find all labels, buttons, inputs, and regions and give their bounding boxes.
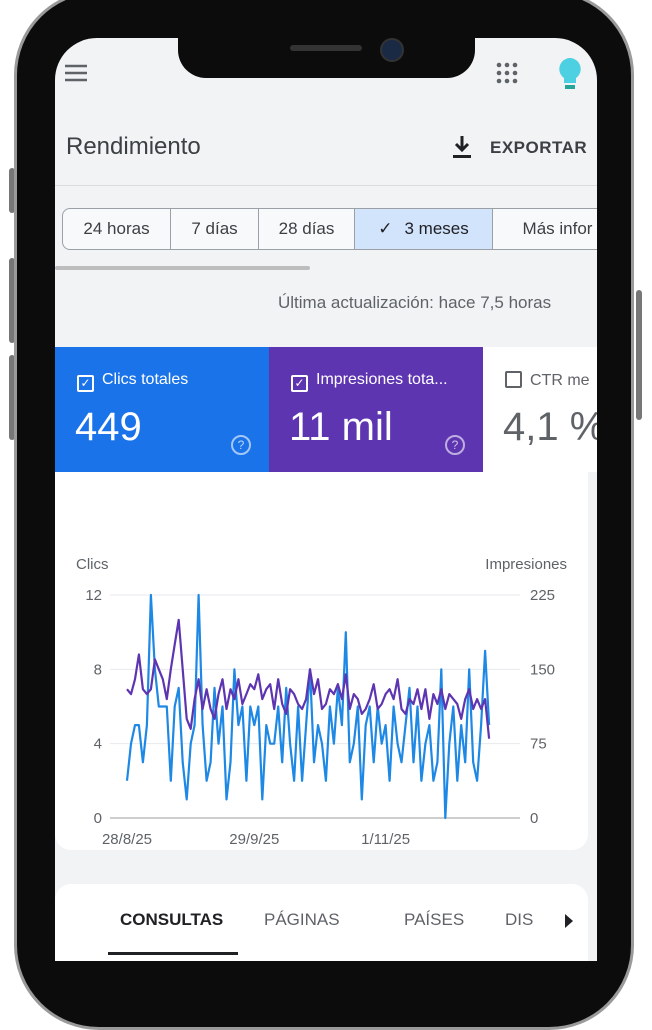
card-label: CTR me [505, 371, 590, 390]
y2-tick-label: 75 [530, 736, 547, 753]
bulb-icon[interactable] [555, 56, 585, 92]
y2-tick-label: 225 [530, 587, 555, 604]
x-tick-label: 1/11/25 [361, 831, 410, 848]
chart: Clics Impresiones 0 4 8 12 0 75 150 225 28/8/25 2… [55, 472, 588, 850]
side-button [636, 290, 642, 420]
checkbox: ✓ [77, 375, 94, 392]
page: Rendimiento EXPORTAR 24 horas 7 días 28 dí… [9, 0, 642, 1030]
side-button [9, 168, 15, 213]
scrollbar [55, 266, 310, 270]
checkbox: ✓ [291, 375, 308, 392]
y-tick-label: 4 [94, 736, 102, 753]
card-value: 449 [75, 405, 142, 449]
checkbox [505, 371, 522, 388]
y-tick-label: 0 [94, 810, 102, 827]
range-label: 28 días [278, 219, 335, 238]
notch [178, 28, 475, 78]
y2-tick-label: 150 [530, 661, 555, 678]
range-selector: 24 horas 7 días 28 días ✓ 3 meses Más infor [62, 208, 597, 250]
speaker [290, 45, 362, 51]
range-tab[interactable]: 28 días [259, 209, 355, 249]
metric-card[interactable]: ✓ Clics totales 449? [55, 347, 269, 472]
help-icon[interactable]: ? [445, 435, 465, 455]
page-title: Rendimiento [66, 133, 201, 160]
camera [380, 38, 404, 62]
y-tick-label: 12 [85, 587, 102, 604]
active-tab-indicator [108, 952, 238, 955]
export-button[interactable]: EXPORTAR [490, 138, 588, 157]
range-tab[interactable]: Más infor [493, 209, 597, 249]
x-tick-label: 29/9/25 [229, 831, 279, 848]
card-value: 11 mil [289, 405, 393, 449]
card-label: ✓ Impresiones tota... [291, 371, 448, 392]
metric-card[interactable]: CTR me 4,1 % [483, 347, 597, 472]
scroll-arrow[interactable] [563, 912, 575, 930]
download-icon[interactable] [451, 134, 473, 160]
update-note: Última actualización: hace 7,5 horas [278, 293, 552, 312]
card-label-text: CTR me [530, 372, 590, 389]
y2-axis-label: Impresiones [485, 556, 567, 573]
help-icon[interactable]: ? [231, 435, 251, 455]
card-value: 4,1 % [503, 405, 597, 449]
x-tick-label: 28/8/25 [102, 831, 152, 848]
range-tab[interactable]: 7 días [171, 209, 259, 249]
divider [55, 185, 597, 186]
card-label-text: Clics totales [102, 371, 189, 388]
menu-icon[interactable] [63, 62, 93, 86]
series-line [126, 618, 491, 739]
apps-icon[interactable] [495, 61, 519, 85]
range-label: 3 meses [404, 219, 469, 238]
content-tab[interactable]: CONSULTAS [120, 910, 224, 929]
content-tab[interactable]: DIS [505, 910, 534, 929]
y-axis-label: Clics [76, 556, 109, 573]
screen: Rendimiento EXPORTAR 24 horas 7 días 28 dí… [55, 38, 597, 961]
range-label: 24 horas [83, 219, 150, 238]
series-line [125, 593, 491, 820]
range-label: Más infor [522, 219, 593, 238]
side-button [9, 258, 15, 343]
content-tab[interactable]: PÁGINAS [264, 910, 340, 929]
tabs-panel [55, 884, 588, 961]
side-button [9, 355, 15, 440]
card-label-text: Impresiones tota... [316, 371, 448, 388]
y2-tick-label: 0 [530, 810, 538, 827]
range-label: 7 días [191, 219, 238, 238]
check-icon: ✓ [378, 219, 393, 238]
range-tab[interactable]: ✓ 3 meses [355, 209, 493, 249]
range-tab[interactable]: 24 horas [63, 209, 171, 249]
content-tab[interactable]: PAÍSES [404, 910, 465, 929]
metric-card[interactable]: ✓ Impresiones tota... 11 mil? [269, 347, 483, 472]
card-label: ✓ Clics totales [77, 371, 188, 392]
y-tick-label: 8 [94, 661, 102, 678]
